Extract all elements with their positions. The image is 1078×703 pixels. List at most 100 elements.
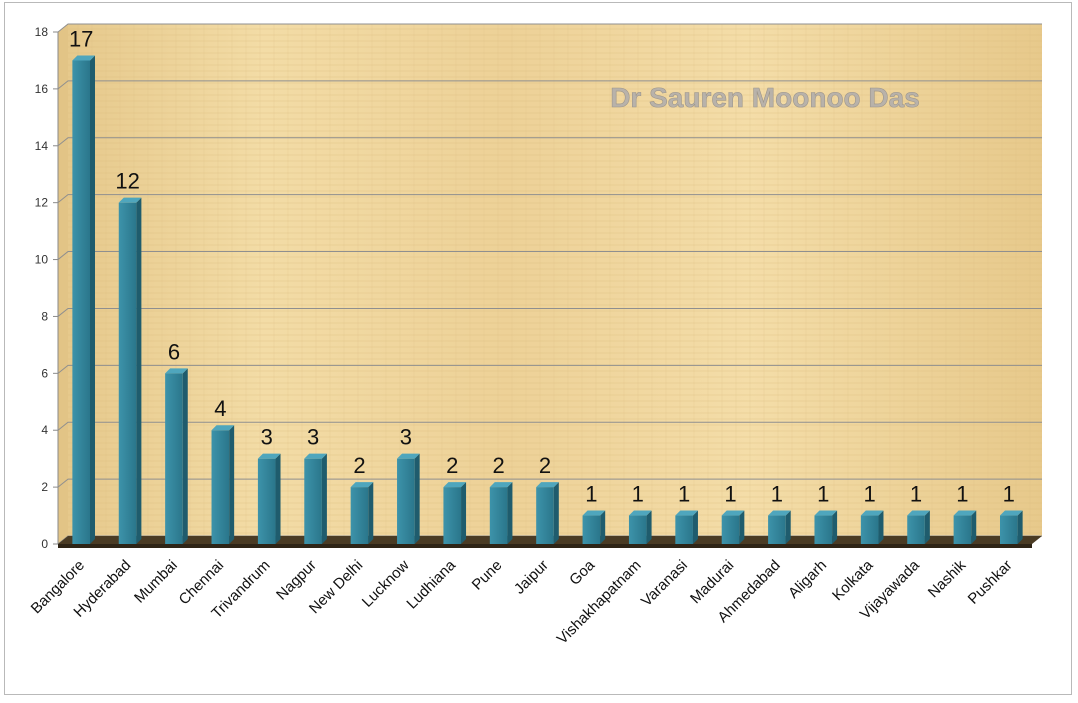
y-tick-label: 4 — [41, 423, 48, 437]
y-tick-label: 6 — [41, 366, 48, 380]
bar-side — [878, 510, 884, 544]
bar-top — [721, 510, 745, 516]
bar-front — [257, 458, 276, 544]
data-label: 1 — [1003, 482, 1015, 507]
bars — [72, 55, 1023, 544]
bar-top — [768, 510, 791, 516]
y-axis: 0 2 4 6 8 10 12 14 16 18 — [35, 25, 59, 551]
plot-side-wall — [58, 24, 68, 544]
bar — [350, 482, 374, 544]
y-tick-label: 8 — [41, 309, 48, 323]
bar — [443, 482, 467, 544]
gridline — [57, 251, 1042, 260]
gridlines — [57, 23, 1042, 545]
x-tick-label: Nashik — [925, 556, 970, 601]
bar — [814, 510, 838, 544]
gridline — [57, 364, 1042, 374]
bar-front — [443, 487, 462, 544]
bar-front — [397, 458, 415, 544]
data-label: 1 — [910, 482, 922, 507]
data-label: 1 — [956, 482, 968, 507]
bar-side — [321, 453, 327, 544]
bar — [304, 453, 327, 544]
watermark-text: Dr Sauren Moonoo Das — [610, 82, 920, 113]
x-tick-label: Vishakhapatnam — [554, 557, 645, 648]
bar — [72, 55, 96, 544]
bar-side — [646, 510, 652, 544]
bar — [536, 482, 559, 544]
bar-top — [118, 197, 142, 203]
bar-top — [304, 453, 327, 459]
bar-side — [368, 482, 374, 544]
bar-top — [814, 510, 838, 516]
gridline — [57, 307, 1042, 317]
bar-front — [721, 515, 740, 544]
bar-front — [350, 487, 369, 544]
data-label: 1 — [771, 482, 783, 507]
bar-top — [211, 425, 235, 431]
bar-side — [414, 453, 420, 544]
bar-side — [692, 510, 698, 544]
bar-side — [1017, 510, 1023, 544]
gridline — [57, 421, 1042, 431]
x-tick-label: Nagpur — [273, 557, 320, 604]
bar-top — [628, 510, 652, 516]
x-tick-label: Aligarh — [785, 557, 830, 602]
data-label: 3 — [307, 425, 319, 450]
data-label: 1 — [585, 482, 597, 507]
bar-front — [582, 515, 601, 544]
data-label: 1 — [632, 482, 644, 507]
bar-side — [785, 510, 791, 544]
data-label: 4 — [214, 396, 226, 421]
bar-top — [675, 510, 698, 516]
bar-front — [165, 373, 183, 544]
bar-side — [275, 453, 281, 544]
bar-top — [72, 55, 96, 61]
bar-side — [182, 368, 188, 544]
gridline — [57, 23, 1042, 33]
bar-front — [489, 487, 508, 544]
y-tick-label: 16 — [35, 82, 49, 96]
bar — [257, 453, 281, 544]
data-label: 3 — [261, 425, 273, 450]
data-labels: 17 12 6 4 3 3 2 3 2 2 2 1 1 1 1 1 1 1 1 1 1 — [69, 26, 1015, 506]
data-label: 1 — [817, 482, 829, 507]
data-label: 17 — [69, 26, 93, 51]
bar-top — [860, 510, 884, 516]
data-label: 1 — [724, 482, 736, 507]
bar-side — [461, 482, 467, 544]
y-tick-label: 18 — [35, 25, 49, 39]
bar-side — [90, 55, 96, 544]
y-tick-label: 14 — [35, 139, 49, 153]
data-label: 2 — [353, 453, 365, 478]
bar-front — [814, 515, 833, 544]
bar-top — [443, 482, 467, 488]
bar — [675, 510, 698, 544]
bar-top — [165, 368, 188, 374]
bar-top — [536, 482, 559, 488]
bar — [211, 425, 235, 544]
bar-front — [628, 515, 647, 544]
chart-frame: Dr Sauren Moonoo Das 0 2 4 6 8 10 12 14 16 18 17 1… — [4, 2, 1072, 695]
bar-side — [229, 425, 235, 544]
bar — [118, 197, 142, 544]
bar-front — [304, 458, 322, 544]
x-tick-label: Pushkar — [965, 557, 1016, 608]
bar-top — [489, 482, 513, 488]
bar-side — [553, 482, 559, 544]
bar-top — [953, 510, 977, 516]
y-tick-label: 10 — [35, 253, 49, 267]
data-label: 12 — [115, 169, 139, 194]
gridline — [57, 478, 1042, 488]
bar-top — [907, 510, 930, 516]
data-label: 2 — [539, 453, 551, 478]
bar-front — [118, 202, 137, 544]
bar-front — [536, 487, 554, 544]
gridline — [57, 194, 1042, 204]
bar-top — [999, 510, 1023, 516]
bar-front — [907, 515, 925, 544]
bar-side — [739, 510, 745, 544]
bar-front — [72, 60, 91, 544]
bar — [628, 510, 652, 544]
